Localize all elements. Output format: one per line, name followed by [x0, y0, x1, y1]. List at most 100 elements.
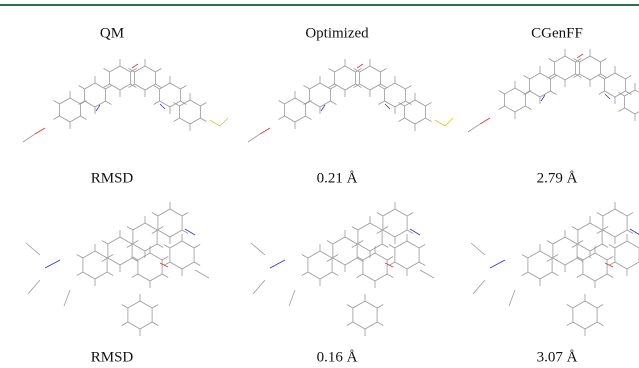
bond — [524, 91, 530, 95]
bond — [200, 103, 206, 107]
bond — [132, 274, 138, 278]
bond — [419, 262, 425, 266]
bond — [330, 101, 336, 105]
bond — [327, 241, 333, 245]
bond — [347, 322, 353, 326]
bond — [333, 237, 357, 265]
bond — [597, 305, 603, 309]
bond — [220, 118, 228, 126]
bond — [357, 274, 363, 278]
bond — [578, 223, 602, 251]
bond — [530, 73, 551, 97]
bond — [253, 280, 265, 294]
bond — [499, 91, 505, 95]
bond — [77, 255, 83, 259]
bond — [619, 108, 625, 112]
bond — [405, 86, 411, 90]
bond — [379, 101, 385, 105]
bond — [552, 272, 558, 276]
bond — [185, 229, 195, 235]
bond — [305, 116, 311, 120]
bond — [572, 227, 578, 231]
bond — [170, 241, 194, 269]
bond — [490, 260, 505, 268]
bond — [158, 209, 182, 237]
bond — [160, 83, 181, 107]
bond — [609, 245, 615, 249]
bond — [160, 104, 165, 109]
bond — [405, 100, 426, 124]
bond — [251, 243, 265, 255]
bond — [77, 272, 83, 276]
bond — [407, 213, 413, 217]
bond — [425, 103, 431, 107]
bond — [79, 86, 85, 90]
bond — [127, 227, 133, 231]
bond — [377, 322, 383, 326]
bond — [122, 305, 128, 309]
bond — [380, 69, 386, 73]
bond — [389, 245, 395, 249]
bond — [108, 237, 132, 265]
bond — [310, 83, 331, 107]
bond — [35, 128, 45, 134]
bond — [385, 104, 390, 109]
bond — [528, 251, 552, 279]
bond — [28, 280, 40, 294]
bond — [64, 290, 70, 306]
bond — [133, 223, 157, 251]
bond — [577, 274, 583, 278]
bond — [174, 118, 180, 122]
bond — [302, 255, 308, 259]
bond — [605, 94, 610, 99]
bond — [279, 101, 285, 105]
bond — [54, 101, 60, 105]
bond — [549, 59, 555, 63]
bond — [155, 69, 161, 73]
bond — [347, 305, 353, 309]
row-label: RMSD — [91, 170, 134, 186]
bond — [473, 280, 485, 294]
bond — [522, 272, 528, 276]
bond — [285, 98, 306, 122]
bond — [399, 118, 405, 122]
bond — [260, 128, 270, 134]
bond — [54, 116, 60, 120]
figure: QM Optimized CGenFF RMSD 0.21 Å 2.79 Å R… — [0, 0, 639, 368]
bond — [105, 101, 111, 105]
bond — [600, 59, 606, 63]
bond — [122, 322, 128, 326]
bond — [85, 83, 106, 107]
bond — [509, 290, 515, 306]
bond — [180, 86, 186, 90]
bond — [445, 118, 453, 126]
bond — [80, 116, 86, 120]
bond — [615, 241, 639, 269]
column-header: Optimized — [305, 25, 369, 41]
bond — [332, 272, 338, 276]
bond — [107, 272, 113, 276]
bond — [522, 255, 528, 259]
bond — [577, 54, 583, 58]
bond — [547, 241, 553, 245]
bond — [329, 69, 335, 73]
bond — [152, 322, 158, 326]
bond — [302, 272, 308, 276]
bond — [625, 90, 639, 114]
bond — [550, 91, 556, 95]
bond — [358, 223, 382, 251]
bond — [289, 290, 295, 306]
bond — [194, 262, 200, 266]
bond — [583, 253, 607, 281]
bond — [128, 301, 152, 329]
bond — [200, 118, 206, 122]
bond — [23, 134, 35, 142]
bond — [553, 237, 577, 265]
bond — [580, 56, 601, 80]
bond — [152, 213, 158, 217]
bond — [304, 86, 310, 90]
bond — [102, 241, 108, 245]
bond — [360, 66, 381, 90]
bond — [357, 64, 363, 68]
bond — [419, 245, 425, 249]
